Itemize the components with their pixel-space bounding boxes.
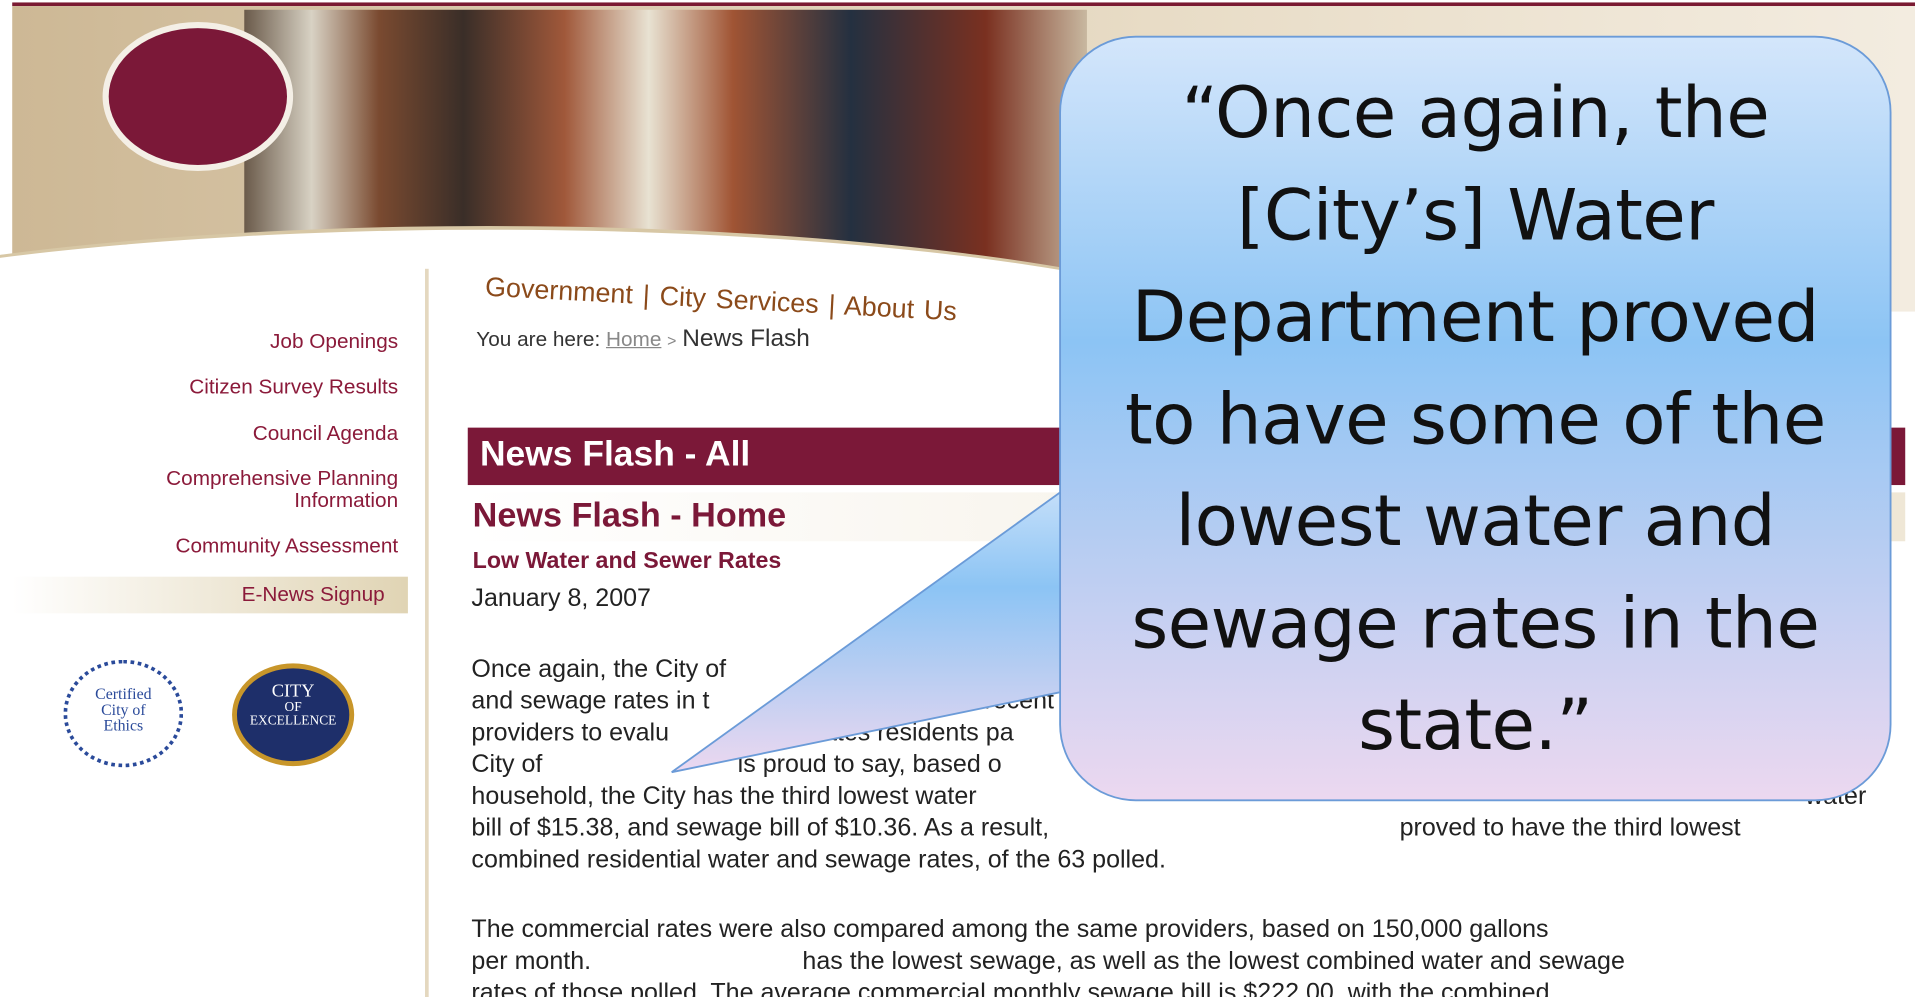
callout-line: state.”: [1060, 683, 1890, 766]
screenshot: Government | City Services | About Us Jo…: [0, 0, 1915, 997]
callout-line: “Once again, the: [1060, 71, 1890, 154]
callout-line: lowest water and: [1060, 479, 1890, 562]
callout-tail: [672, 464, 1099, 772]
callout-line: to have some of the: [1060, 377, 1890, 460]
callout-line: sewage rates in the: [1060, 581, 1890, 664]
callout-line: Department proved: [1060, 275, 1890, 358]
page: Government | City Services | About Us Jo…: [0, 0, 1915, 997]
callout-line: [City’s] Water: [1060, 173, 1890, 256]
